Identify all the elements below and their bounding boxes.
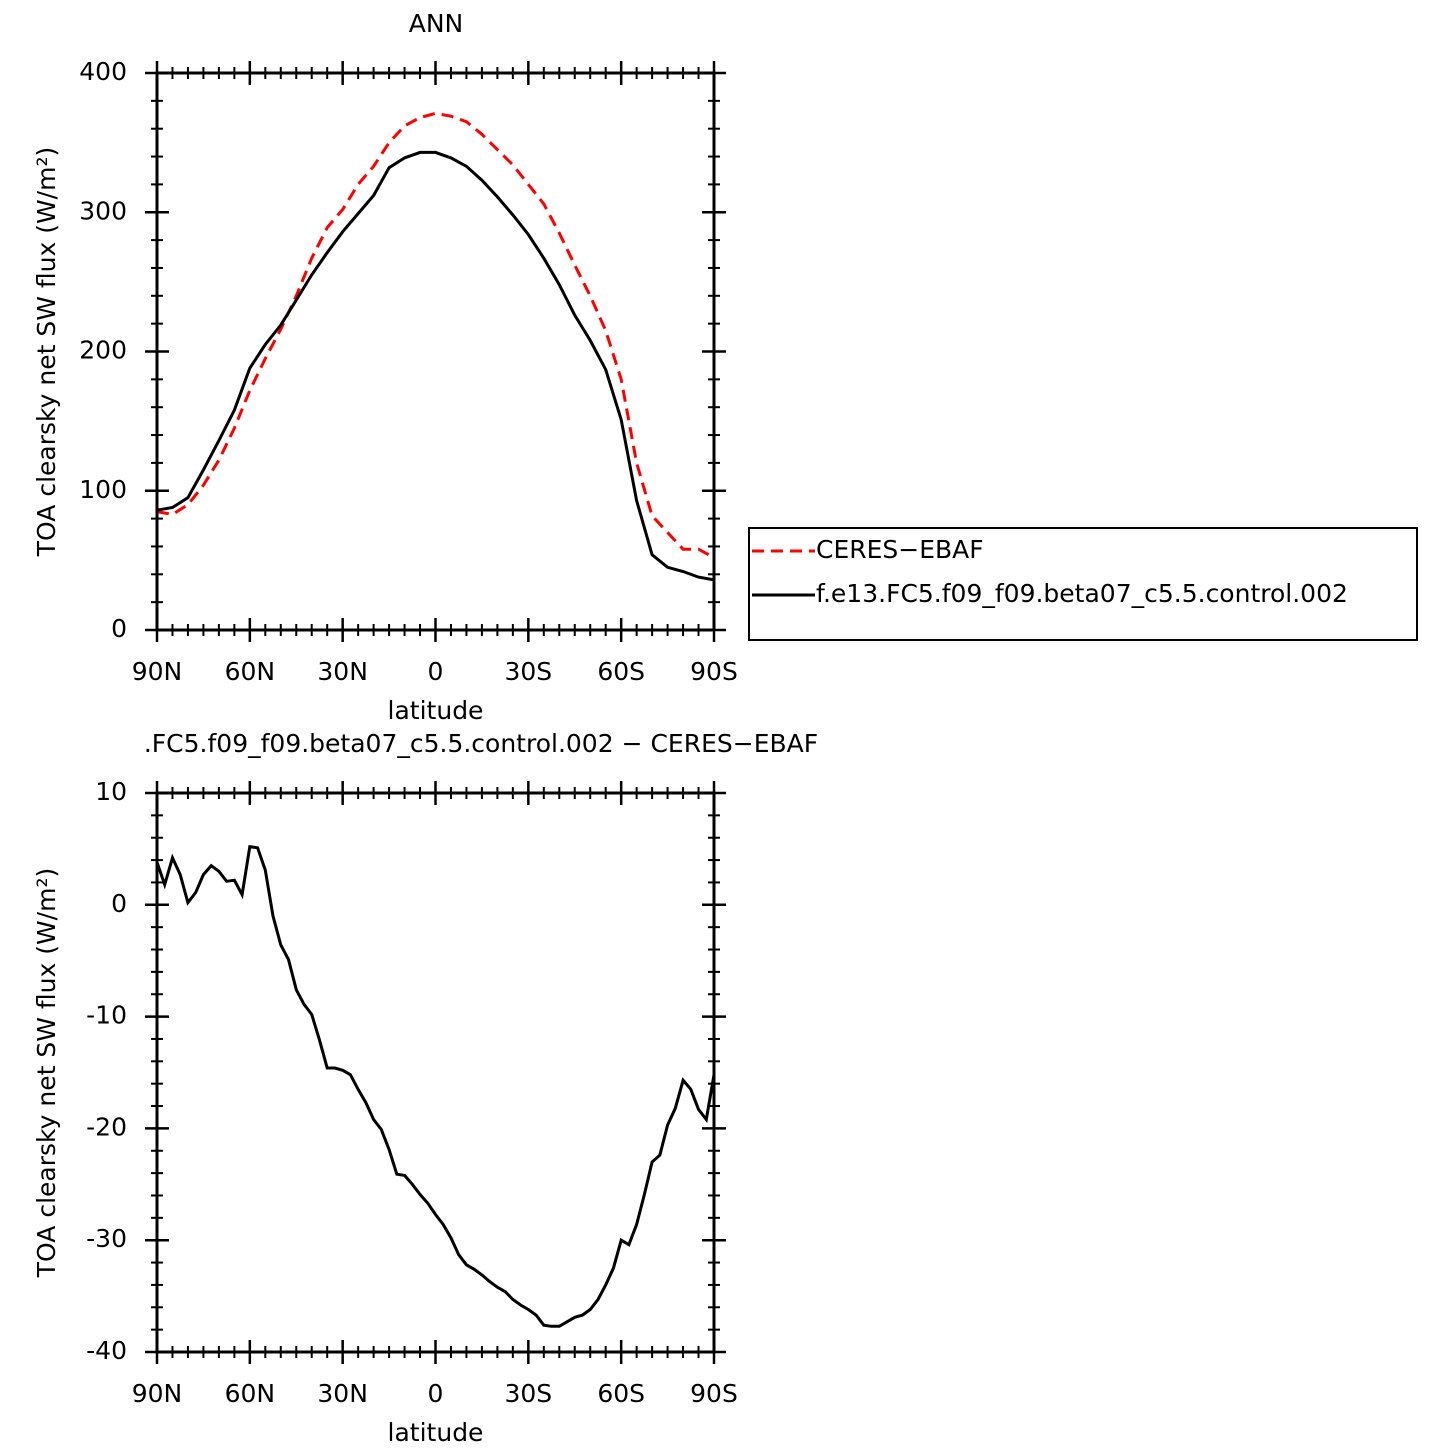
plot-frame xyxy=(155,71,716,632)
x-tick-label: 90N xyxy=(132,657,183,686)
x-tick-label: 0 xyxy=(428,657,444,686)
y-tick-label: 100 xyxy=(79,475,127,504)
y-axis-label: TOA clearsky net SW flux (W/m²) xyxy=(32,147,61,557)
y-tick-label: -10 xyxy=(86,1001,127,1030)
x-tick-label: 60N xyxy=(225,1379,276,1408)
data-line xyxy=(156,111,715,559)
x-tick-label: 60S xyxy=(597,657,645,686)
legend-label: CERES−EBAF xyxy=(816,535,984,564)
y-tick-label: 400 xyxy=(79,57,127,86)
y-tick-label: -30 xyxy=(86,1224,127,1253)
data-line xyxy=(155,845,716,1328)
x-tick-label: 60S xyxy=(597,1379,645,1408)
x-tick-label: 90S xyxy=(690,657,738,686)
y-tick-label: 300 xyxy=(79,196,127,225)
legend-label: f.e13.FC5.f09_f09.beta07_c5.5.control.00… xyxy=(816,579,1348,608)
chart-title: ANN xyxy=(409,9,464,38)
x-axis-label: latitude xyxy=(388,1418,484,1447)
x-tick-label: 90S xyxy=(690,1379,738,1408)
x-tick-label: 0 xyxy=(428,1379,444,1408)
legend: CERES−EBAF f.e13.FC5.f09_f09.beta07_c5.5.… xyxy=(748,527,1418,641)
plot-frame xyxy=(155,791,716,1354)
y-tick-label: 200 xyxy=(79,336,127,365)
data-line xyxy=(156,150,715,582)
y-axis-label: TOA clearsky net SW flux (W/m²) xyxy=(32,868,61,1278)
x-tick-label: 30S xyxy=(504,1379,552,1408)
y-tick-label: -20 xyxy=(86,1112,127,1141)
x-tick-label: 60N xyxy=(225,657,276,686)
y-tick-label: 10 xyxy=(95,777,127,806)
x-tick-label: 30S xyxy=(504,657,552,686)
y-tick-label: 0 xyxy=(111,614,127,643)
y-tick-label: -40 xyxy=(86,1336,127,1365)
x-tick-label: 30N xyxy=(317,1379,368,1408)
x-axis-label: latitude xyxy=(388,696,484,725)
y-tick-label: 0 xyxy=(111,889,127,918)
x-tick-label: 30N xyxy=(317,657,368,686)
x-tick-label: 90N xyxy=(132,1379,183,1408)
chart-title: .FC5.f09_f09.beta07_c5.5.control.002 − C… xyxy=(144,729,818,758)
legend-box xyxy=(748,527,1418,641)
